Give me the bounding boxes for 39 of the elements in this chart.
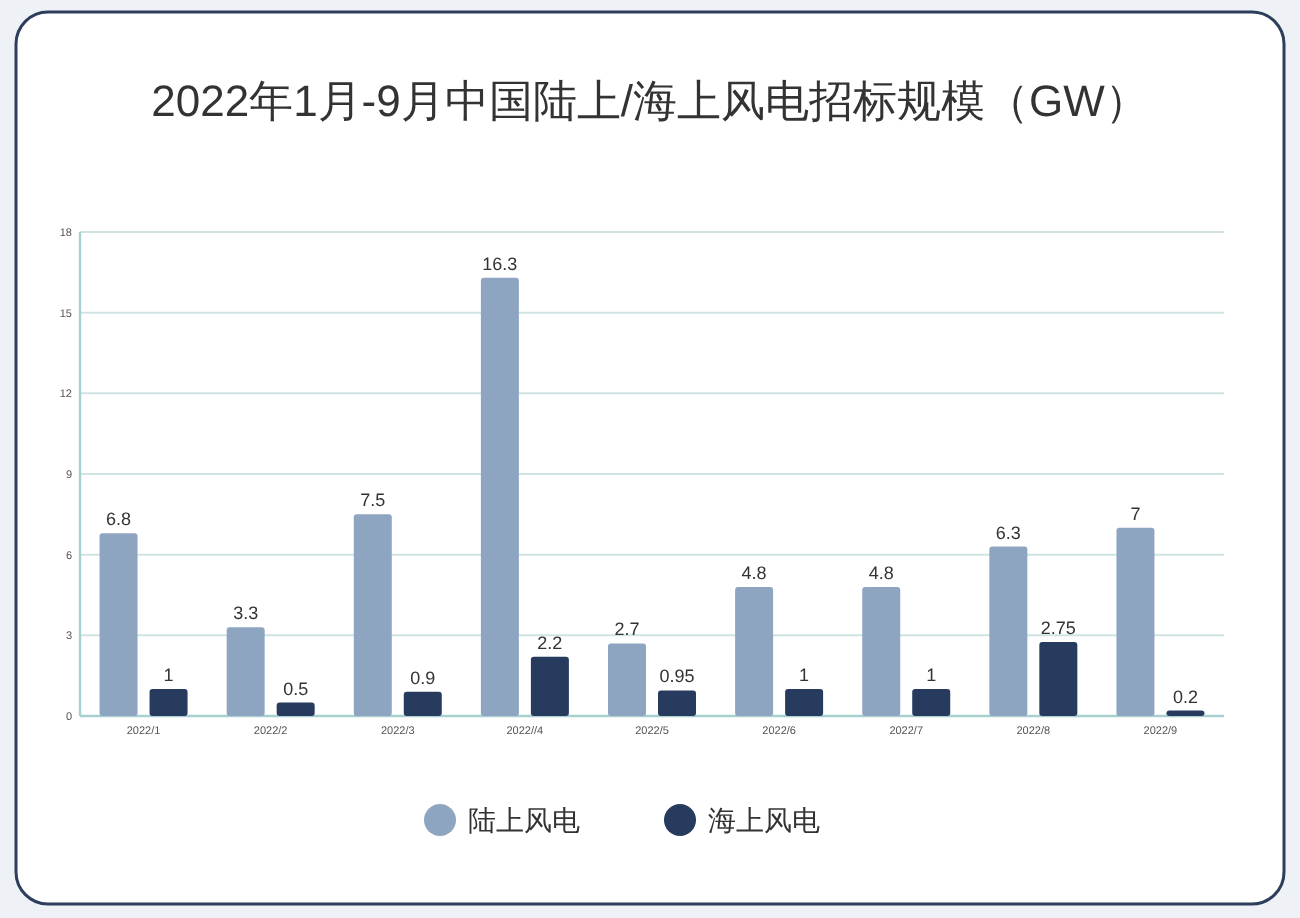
legend-label: 陆上风电 [468,804,580,836]
bar [658,690,696,716]
data-label: 6.3 [995,522,1021,543]
data-label: 4.8 [868,562,894,583]
data-label: 2.2 [537,632,563,653]
data-label: 2.75 [1040,618,1076,639]
data-label: 1 [799,665,810,686]
bar [403,691,442,716]
legend-label: 海上风电 [708,804,820,836]
data-label: 0.5 [283,678,309,699]
bar [1039,642,1078,716]
data-label: 1 [926,665,937,686]
bar [735,586,774,716]
bar [608,643,646,716]
data-label: 1 [163,665,174,686]
data-label: 3.3 [233,603,259,624]
bar [480,277,519,716]
data-label: 0.9 [410,667,436,688]
bar [912,689,951,716]
bar [353,514,392,716]
data-label: 7.5 [360,490,386,511]
data-label: 0.95 [659,666,695,687]
data-label: 2.7 [614,619,640,640]
bar [99,533,138,716]
bar [226,627,265,716]
data-label: 4.8 [741,562,767,583]
bar [862,586,901,716]
data-label: 6.8 [106,509,132,530]
bar [785,689,824,716]
bar [989,546,1028,716]
data-label: 16.3 [482,253,518,274]
bar [530,656,569,716]
data-label: 0.2 [1172,686,1198,707]
bar [149,689,188,716]
bar [276,702,315,716]
chart-title: 2022年1月-9月中国陆上/海上风电招标规模（GW） [151,76,1149,126]
bar [1166,710,1205,716]
bar [1116,527,1155,716]
data-label: 7 [1130,503,1141,524]
